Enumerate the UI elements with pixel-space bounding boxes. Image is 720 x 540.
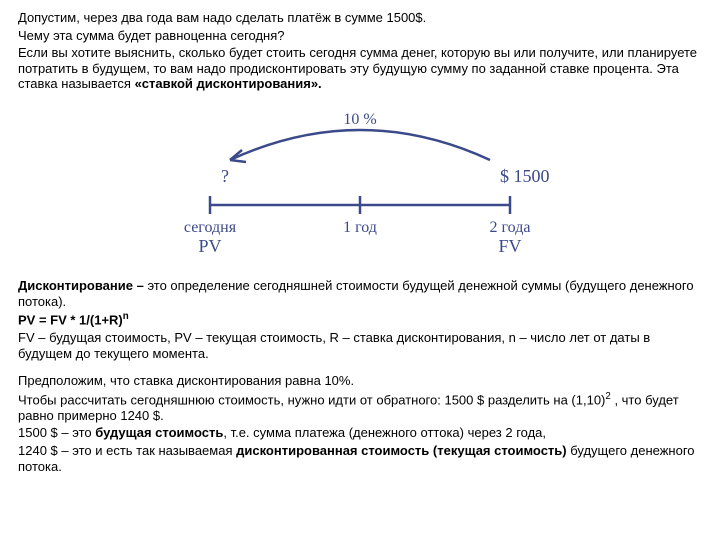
example-line-3a: 1500 $ – это xyxy=(18,425,95,440)
definition-line: Дисконтирование – это определение сегодн… xyxy=(18,278,702,309)
rate-label: 10 % xyxy=(343,111,376,128)
label-today: сегодня xyxy=(184,219,237,236)
formula-text: PV = FV * 1/(1+R) xyxy=(18,312,123,327)
present-value-term: дисконтированная стоимость (текущая стои… xyxy=(236,443,567,458)
intro-line-3: Если вы хотите выяснить, сколько будет с… xyxy=(18,45,702,92)
example-line-4: 1240 $ – это и есть так называемая диско… xyxy=(18,443,702,474)
example-line-4a: 1240 $ – это и есть так называемая xyxy=(18,443,236,458)
future-amount: $ 1500 xyxy=(500,166,550,186)
example-line-3: 1500 $ – это будущая стоимость, т.е. сум… xyxy=(18,425,702,441)
variables-line: FV – будущая стоимость, PV – текущая сто… xyxy=(18,330,702,361)
discount-arrow xyxy=(230,130,490,160)
label-pv: PV xyxy=(198,236,221,256)
label-year2: 2 года xyxy=(490,219,531,236)
example-line-2a: Чтобы рассчитать сегодняшнюю стоимость, … xyxy=(18,392,605,407)
label-year1: 1 год xyxy=(343,219,377,236)
formula-line: PV = FV * 1/(1+R)n xyxy=(18,311,702,328)
formula-exp: n xyxy=(123,311,129,322)
timeline-svg: 10 % ? $ 1500 сегодня 1 год 2 года PV FV xyxy=(150,110,570,260)
example-line-3c: , т.е. сумма платежа (денежного оттока) … xyxy=(223,425,546,440)
future-value-term: будущая стоимость xyxy=(95,425,223,440)
example-line-2: Чтобы рассчитать сегодняшнюю стоимость, … xyxy=(18,391,702,424)
definition-term: Дисконтирование – xyxy=(18,278,147,293)
intro-line-1: Допустим, через два года вам надо сделат… xyxy=(18,10,702,26)
example-line-1: Предположим, что ставка дисконтирования … xyxy=(18,373,702,389)
timeline-diagram: 10 % ? $ 1500 сегодня 1 год 2 года PV FV xyxy=(18,110,702,260)
question-mark: ? xyxy=(221,166,229,186)
discount-rate-term: «ставкой дисконтирования». xyxy=(135,76,322,91)
intro-line-3-text: Если вы хотите выяснить, сколько будет с… xyxy=(18,45,697,91)
intro-line-2: Чему эта сумма будет равноценна сегодня? xyxy=(18,28,702,44)
label-fv: FV xyxy=(498,236,521,256)
